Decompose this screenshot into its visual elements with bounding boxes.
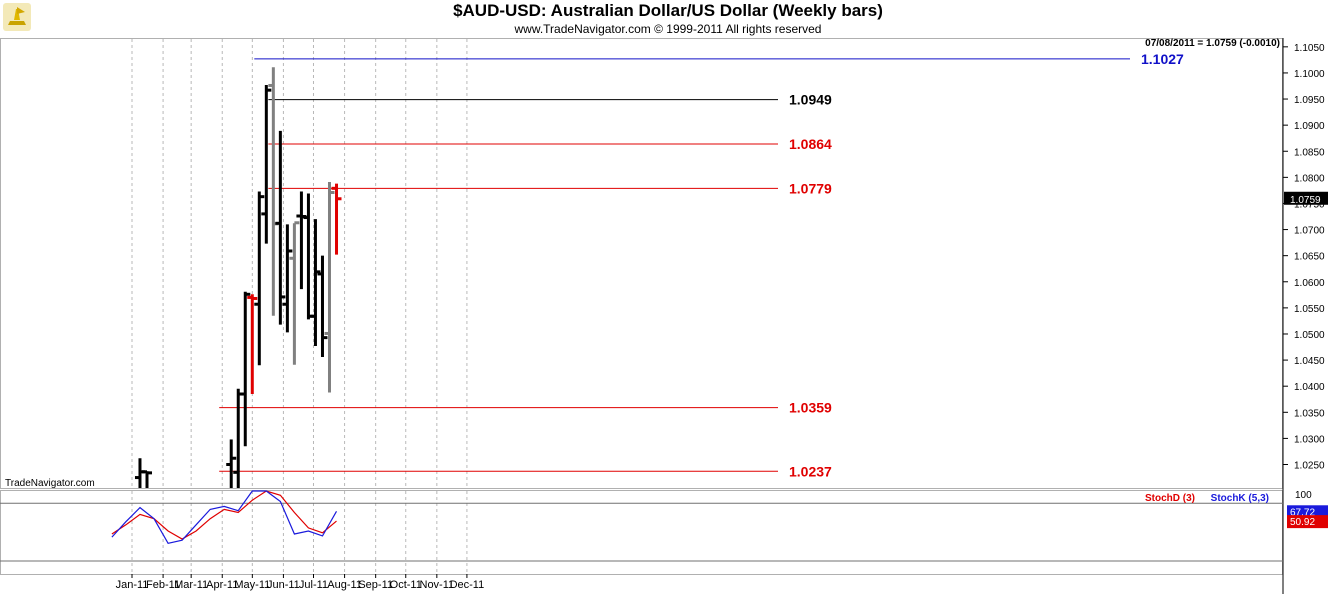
price-tick-label: 1.0700 bbox=[1294, 226, 1325, 237]
last-price-label: 1.0759 bbox=[1290, 195, 1321, 206]
price-level-label: 1.1027 bbox=[1141, 51, 1184, 67]
ohlc-bar bbox=[261, 84, 272, 244]
ohlc-bar bbox=[331, 183, 342, 255]
ohlc-bar bbox=[317, 255, 328, 357]
price-level-label: 1.0237 bbox=[789, 463, 832, 479]
price-tick-label: 1.1050 bbox=[1294, 43, 1325, 54]
price-axis: 1.1050 1.1000 1.0950 1.0900 1.0850 1.0800 1.07… bbox=[1283, 43, 1325, 472]
ohlc-bar bbox=[247, 294, 258, 395]
month-label: Feb-11 bbox=[146, 579, 180, 591]
month-label: Sep-11 bbox=[358, 579, 393, 591]
price-tick-label: 1.0950 bbox=[1294, 95, 1325, 106]
month-label: Dec-11 bbox=[450, 579, 485, 591]
ohlc-bar bbox=[240, 291, 251, 447]
legend-stochd: StochD (3) bbox=[1145, 493, 1195, 504]
stoch-ytick-100: 100 bbox=[1295, 490, 1312, 501]
watermark: TradeNavigator.com bbox=[5, 478, 95, 489]
ohlc-bar bbox=[254, 191, 265, 366]
ohlc-bar bbox=[282, 224, 293, 333]
legend-stochk: StochK (5,3) bbox=[1211, 493, 1269, 504]
ohlc-bar bbox=[141, 470, 152, 488]
stochk-line bbox=[111, 490, 338, 544]
month-label: Jun-11 bbox=[267, 579, 300, 591]
price-tick-label: 1.0300 bbox=[1294, 434, 1325, 445]
price-tick-label: 1.0450 bbox=[1294, 356, 1325, 367]
ohlc-bar bbox=[289, 221, 300, 365]
month-label: Oct-11 bbox=[390, 579, 422, 591]
price-tick-label: 1.1000 bbox=[1294, 69, 1325, 80]
price-tick-label: 1.0400 bbox=[1294, 382, 1325, 393]
month-label: Jan-11 bbox=[116, 579, 149, 591]
ohlc-bar bbox=[324, 182, 335, 393]
month-label: Mar-11 bbox=[174, 579, 208, 591]
stochastic-lines bbox=[0, 490, 1283, 562]
price-levels: 1.1027 1.0949 1.0864 1.0779 1.0359 1.0237 bbox=[219, 51, 1184, 479]
month-label: Jul-11 bbox=[299, 579, 328, 591]
stochd-value-box bbox=[1287, 515, 1328, 529]
price-level-label: 1.0359 bbox=[789, 400, 832, 416]
price-tick-label: 1.0650 bbox=[1294, 252, 1325, 263]
price-tick-label: 1.0550 bbox=[1294, 304, 1325, 315]
price-tick-label: 1.0250 bbox=[1294, 461, 1325, 472]
stochk-value-box bbox=[1287, 505, 1328, 519]
price-tick-label: 1.0900 bbox=[1294, 121, 1325, 132]
month-label: Nov-11 bbox=[420, 579, 455, 591]
price-tick-label: 1.0500 bbox=[1294, 330, 1325, 341]
price-tick-label: 1.0600 bbox=[1294, 278, 1325, 289]
trade-navigator-logo-icon[interactable] bbox=[3, 3, 31, 31]
ohlc-bar bbox=[226, 439, 237, 488]
last-price-box bbox=[1284, 191, 1328, 205]
month-gridlines bbox=[131, 39, 468, 574]
price-tick-label: 1.0800 bbox=[1294, 173, 1325, 184]
chart-title: $AUD-USD: Australian Dollar/US Dollar (W… bbox=[453, 1, 883, 20]
stochd-line bbox=[111, 490, 337, 540]
price-tick-label: 1.0350 bbox=[1294, 408, 1325, 419]
ohlc-bar bbox=[310, 219, 321, 346]
month-label: Apr-11 bbox=[206, 579, 238, 591]
month-label: May-11 bbox=[234, 579, 270, 591]
month-label: Aug-11 bbox=[327, 579, 362, 591]
price-tick-label: 1.0850 bbox=[1294, 147, 1325, 158]
price-level-label: 1.0949 bbox=[789, 92, 832, 108]
price-tick-label: 1.0750 bbox=[1294, 199, 1325, 210]
stochd-value: 50.92 bbox=[1290, 517, 1315, 528]
price-panel bbox=[0, 38, 1283, 489]
price-readout: 07/08/2011 = 1.0759 (-0.0010) bbox=[1145, 38, 1280, 49]
ohlc-bar bbox=[275, 130, 286, 325]
price-level-label: 1.0779 bbox=[789, 180, 832, 196]
copyright-text: www.TradeNavigator.com © 1999-2011 All r… bbox=[514, 22, 822, 36]
ohlc-bars bbox=[134, 67, 342, 488]
price-level-label: 1.0864 bbox=[789, 136, 832, 152]
stochk-value: 67.72 bbox=[1290, 507, 1315, 518]
